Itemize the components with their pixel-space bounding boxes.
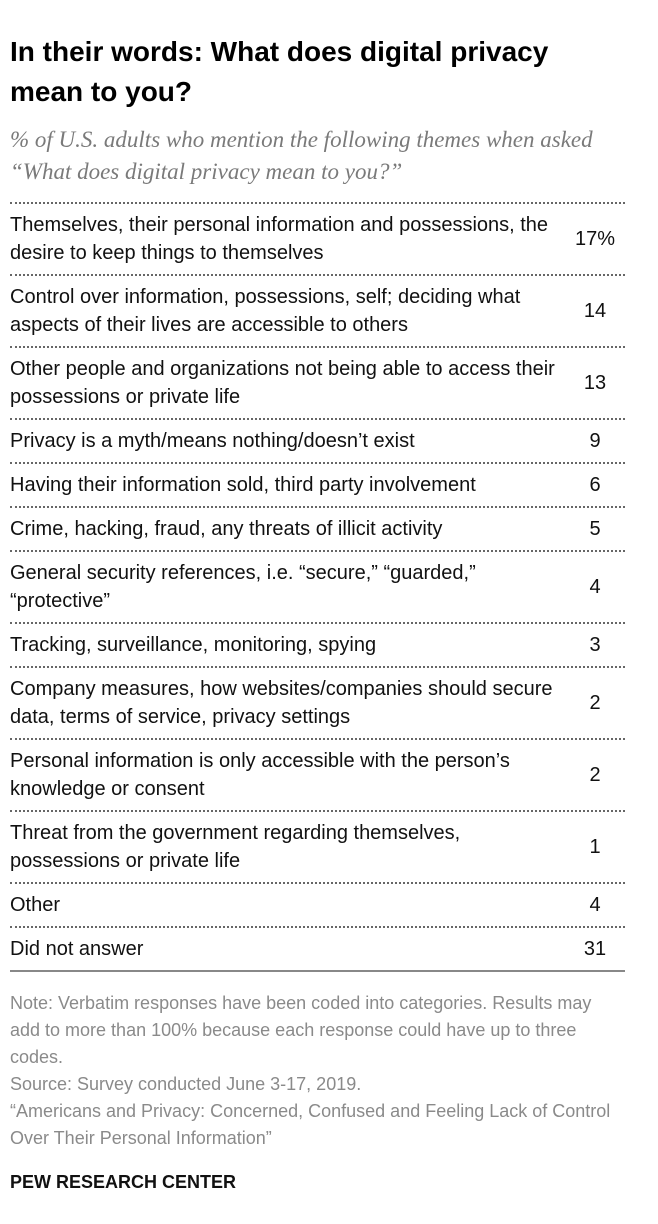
row-label: General security references, i.e. “secur…	[10, 562, 476, 612]
row-label: Privacy is a myth/means nothing/doesn’t …	[10, 430, 415, 452]
row-value: 4	[589, 894, 601, 916]
row-value: 13	[583, 372, 607, 394]
source-text: Source: Survey conducted June 3-17, 2019…	[10, 1074, 362, 1094]
data-table: Themselves, their personal information a…	[10, 202, 625, 972]
table-row: Control over information, possessions, s…	[10, 276, 625, 348]
table-row: General security references, i.e. “secur…	[10, 552, 625, 624]
table-row: Crime, hacking, fraud, any threats of il…	[10, 508, 625, 552]
row-label: Did not answer	[10, 938, 144, 960]
row-label: Personal information is only accessible …	[10, 750, 510, 800]
row-value: 2	[589, 692, 601, 714]
row-label: Company measures, how websites/companies…	[10, 678, 553, 728]
note-text: Note: Verbatim responses have been coded…	[10, 993, 592, 1067]
table-row: Tracking, surveillance, monitoring, spyi…	[10, 624, 625, 668]
table-row: Privacy is a myth/means nothing/doesn’t …	[10, 420, 625, 464]
chart-subtitle: % of U.S. adults who mention the followi…	[10, 127, 593, 184]
row-label: Crime, hacking, fraud, any threats of il…	[10, 518, 443, 540]
table-row: Other people and organizations not being…	[10, 348, 625, 420]
report-text: “Americans and Privacy: Concerned, Confu…	[10, 1101, 611, 1148]
row-value: 4	[589, 576, 601, 598]
row-label: Control over information, possessions, s…	[10, 286, 521, 336]
chart-figure: In their words: What does digital privac…	[10, 0, 625, 1193]
row-value: 2	[589, 764, 601, 786]
row-value: 14	[583, 300, 607, 322]
table-row: Having their information sold, third par…	[10, 464, 625, 508]
row-label: Themselves, their personal information a…	[10, 214, 549, 264]
row-value: 3	[589, 634, 601, 656]
table-row: Did not answer 31	[10, 928, 625, 972]
table-row: Themselves, their personal information a…	[10, 204, 625, 276]
brand-logo-text: PEW RESEARCH CENTER	[10, 1172, 237, 1192]
row-value: 9	[589, 430, 601, 452]
row-label: Tracking, surveillance, monitoring, spyi…	[10, 634, 377, 656]
row-value: 6	[589, 474, 601, 496]
row-label: Threat from the government regarding the…	[10, 822, 461, 872]
row-value: 17%	[574, 228, 616, 250]
row-label: Other	[10, 894, 61, 916]
notes-block: Note: Verbatim responses have been coded…	[10, 990, 625, 1152]
table-row: Other 4	[10, 884, 625, 928]
row-label: Other people and organizations not being…	[10, 358, 555, 408]
table-row: Company measures, how websites/companies…	[10, 668, 625, 740]
chart-title: In their words: What does digital privac…	[10, 36, 549, 107]
table-row: Threat from the government regarding the…	[10, 812, 625, 884]
row-label: Having their information sold, third par…	[10, 474, 476, 496]
row-value: 31	[583, 938, 607, 960]
row-value: 5	[589, 518, 601, 540]
row-value: 1	[589, 836, 601, 858]
table-row: Personal information is only accessible …	[10, 740, 625, 812]
